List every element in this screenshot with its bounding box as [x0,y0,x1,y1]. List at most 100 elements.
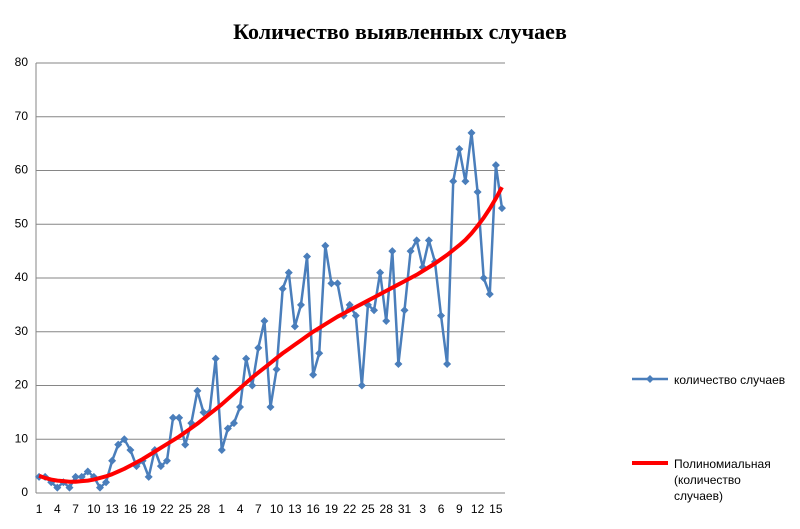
x-tick-label: 16 [124,502,138,516]
point-marker [461,177,470,186]
point-marker [437,311,446,320]
trend-line [38,186,504,484]
x-tick-label: 7 [72,502,79,516]
y-tick-label: 80 [15,55,29,69]
legend-item: количество случаев [630,372,795,388]
x-tick-label: 16 [306,502,320,516]
x-tick-label: 19 [142,502,156,516]
point-marker [199,408,208,417]
point-marker [211,354,220,363]
x-tick-label: 31 [398,502,412,516]
point-marker [345,300,354,309]
point-marker [83,467,92,476]
point-marker [479,274,488,282]
point-marker [382,317,391,325]
y-tick-label: 10 [15,431,29,445]
y-tick-label: 30 [15,324,29,338]
point-marker [114,440,123,449]
point-marker [333,279,342,288]
x-tick-label: 1 [36,502,43,516]
x-tick-label: 1 [218,502,225,516]
point-marker [162,456,171,465]
point-marker [497,204,506,213]
point-marker [388,247,397,256]
point-marker [394,360,403,368]
point-marker [156,462,165,471]
point-marker [296,300,305,309]
point-marker [95,483,104,492]
point-marker [351,311,360,320]
point-marker [284,268,293,277]
x-tick-label: 22 [343,502,357,516]
point-marker [223,424,232,433]
point-marker [248,381,257,390]
point-marker [455,145,464,153]
x-tick-label: 9 [456,502,463,516]
point-marker [321,241,330,250]
point-marker [357,381,366,390]
x-tick-label: 10 [270,502,284,516]
point-marker [266,403,275,411]
x-tick-label: 19 [325,502,339,516]
point-marker [71,472,80,481]
point-marker [473,188,482,196]
point-marker [77,472,86,481]
point-marker [126,446,135,454]
x-tick-label: 13 [288,502,302,516]
point-marker [236,403,245,411]
point-marker [242,354,251,363]
legend-label: Полиномиальная (количество случаев) [674,457,771,503]
point-marker [376,268,385,277]
point-marker [327,279,336,288]
point-marker [400,306,409,315]
point-marker [412,236,421,245]
series-line [39,131,504,489]
y-tick-label: 70 [15,109,29,123]
point-marker [443,360,452,368]
point-marker [254,343,263,352]
x-tick-label: 4 [237,502,244,516]
point-marker [53,483,62,492]
x-tick-label: 13 [105,502,119,516]
point-marker [229,419,238,428]
point-marker [144,472,153,481]
x-tick-label: 10 [87,502,101,516]
x-tick-label: 6 [438,502,445,516]
x-tick-label: 15 [489,502,503,516]
point-marker [467,128,476,137]
point-marker [309,370,318,379]
point-marker [169,413,178,422]
y-tick-label: 20 [15,378,29,392]
x-tick-label: 25 [179,502,193,516]
y-tick-label: 60 [15,163,29,177]
point-marker [193,386,202,395]
point-marker [424,236,433,245]
point-marker [65,483,74,492]
x-tick-label: 25 [361,502,375,516]
point-marker [272,365,281,374]
x-tick-label: 7 [255,502,262,516]
point-marker [120,435,129,444]
point-marker [406,247,415,256]
point-marker [108,456,117,465]
x-tick-label: 28 [380,502,394,516]
x-tick-label: 28 [197,502,211,516]
chart-title: Количество выявленных случаев [233,19,567,44]
point-marker [315,349,324,358]
y-tick-label: 50 [15,216,29,230]
point-marker [449,177,458,186]
point-marker [181,440,190,449]
x-tick-label: 22 [160,502,174,516]
point-marker [102,478,111,487]
legend-swatch [632,461,668,465]
point-marker [175,413,184,422]
point-marker [217,446,226,454]
x-tick-label: 3 [419,502,426,516]
point-marker [260,317,269,325]
point-marker [491,161,500,170]
legend-label: количество случаев [674,373,786,387]
point-marker [303,252,312,261]
point-marker [278,284,287,293]
